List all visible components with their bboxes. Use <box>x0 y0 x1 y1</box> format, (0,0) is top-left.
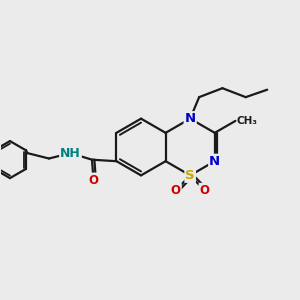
Text: O: O <box>88 173 98 187</box>
Text: CH₃: CH₃ <box>237 116 258 126</box>
Text: S: S <box>185 169 195 182</box>
Text: N: N <box>184 112 196 125</box>
Text: NH: NH <box>60 147 81 160</box>
Text: O: O <box>171 184 181 197</box>
Text: O: O <box>200 184 209 197</box>
Text: N: N <box>209 155 220 168</box>
